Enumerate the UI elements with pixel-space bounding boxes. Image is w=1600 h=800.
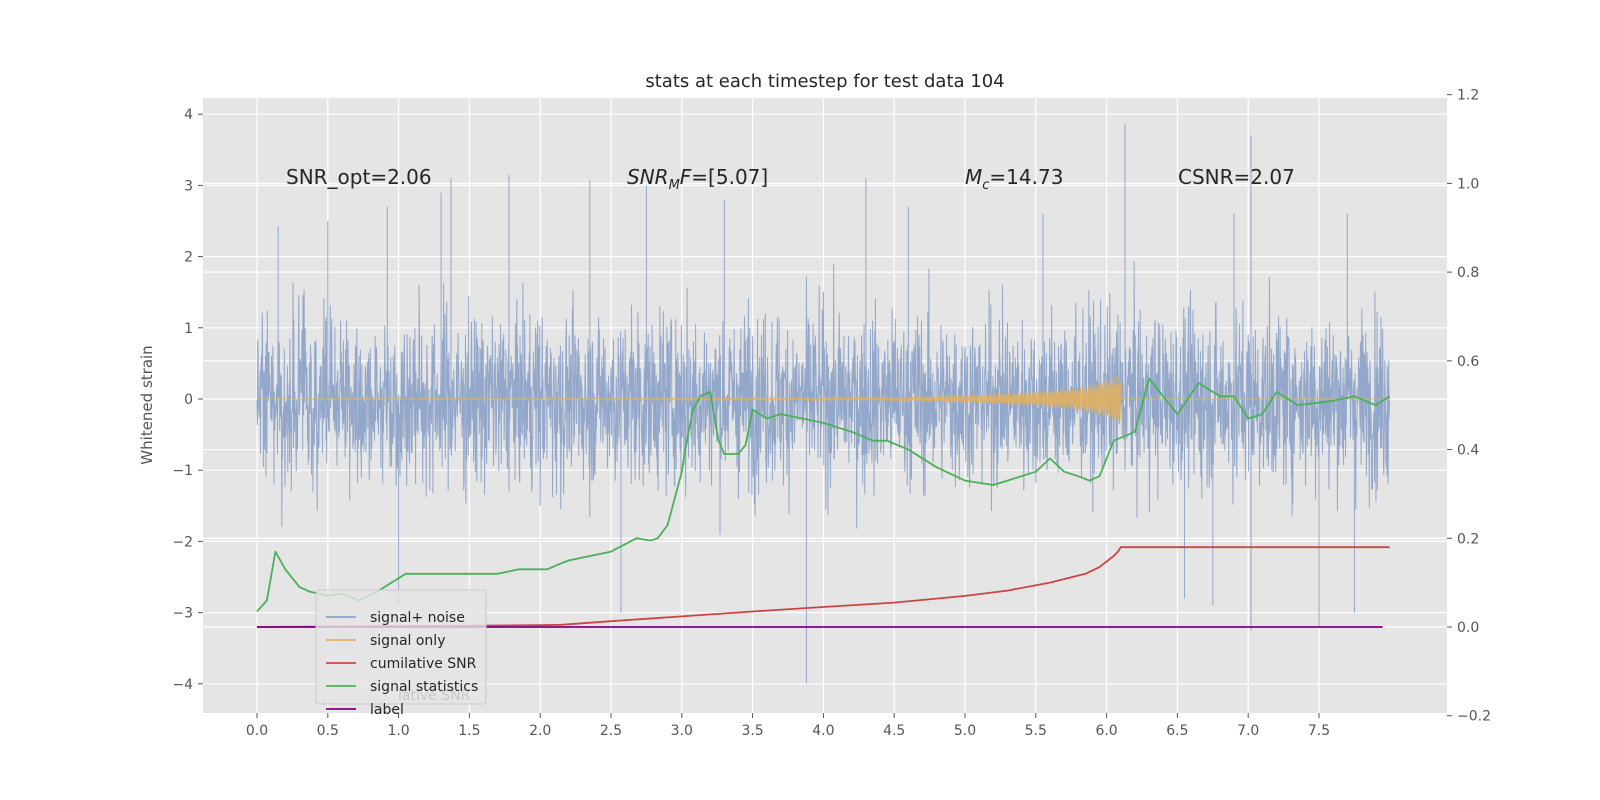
x-tick-label: 5.0: [954, 723, 976, 739]
series-cumulative-snr: [256, 546, 1390, 628]
y-tick-label: −1: [172, 463, 193, 479]
legend-entry-label: signal statistics: [370, 679, 478, 695]
series-signal-noise: [256, 123, 1391, 684]
annotation-mc: Mc=14.73: [965, 165, 1063, 193]
annotation-csnr: CSNR=2.07: [1178, 165, 1295, 189]
series-signal-statistics: [256, 377, 1391, 613]
annotation-snr-opt: SNR_opt=2.06: [286, 165, 432, 189]
y-axis-left: 4 3 2 1 0 −1 −2 −3 −4: [172, 107, 203, 693]
x-tick-label: 3.5: [741, 723, 763, 739]
y2-tick-label: 0.0: [1457, 620, 1479, 636]
x-tick-label: 6.0: [1095, 723, 1117, 739]
y-tick-label: 4: [184, 107, 193, 123]
x-tick-label: 6.5: [1166, 723, 1188, 739]
y-axis-label: Whitened strain: [138, 345, 156, 464]
x-axis: 0.0 0.5 1.0 1.5 2.0 2.5 3.0 3.5 4.0 4.5 5.0 5.5 6.0 6…: [246, 713, 1330, 739]
y-tick-label: 1: [184, 321, 193, 337]
x-tick-label: 2.5: [600, 723, 622, 739]
chart-title: stats at each timestep for test data 104: [645, 71, 1004, 92]
annotation-snr-mf-value: =[5.07]: [691, 165, 768, 189]
legend-entry-label: signal only: [370, 633, 445, 649]
legend-box: [315, 589, 487, 705]
x-tick-label: 1.0: [387, 723, 409, 739]
y-tick-label: −4: [172, 677, 193, 693]
x-tick-label: 1.5: [458, 723, 480, 739]
x-tick-label: 7.5: [1308, 723, 1330, 739]
legend-entry-label: cumilative SNR: [370, 656, 477, 672]
x-tick-label: 3.0: [671, 723, 693, 739]
x-tick-label: 0.0: [246, 723, 268, 739]
annotation-mc-value: =14.73: [989, 165, 1063, 189]
series-signal-only: [256, 374, 1390, 421]
y-axis-right: 1.2 1.0 0.8 0.6 0.4 0.2 0.0 −0.2: [1447, 88, 1491, 725]
y2-tick-label: 0.6: [1457, 354, 1479, 370]
legend: lative SNR signal+ noise signal only cumil…: [315, 589, 487, 718]
y-tick-label: −2: [172, 534, 193, 550]
y2-tick-label: 1.0: [1457, 176, 1479, 192]
x-tick-label: 0.5: [317, 723, 339, 739]
y2-tick-label: 0.2: [1457, 531, 1479, 547]
y2-tick-label: 1.2: [1457, 88, 1479, 104]
annotation-snr-mf: SNRMF=[5.07]: [627, 165, 768, 193]
y-tick-label: 3: [184, 178, 193, 194]
y-tick-label: −3: [172, 606, 193, 622]
x-tick-label: 2.0: [529, 723, 551, 739]
x-tick-label: 4.0: [812, 723, 834, 739]
y2-tick-label: −0.2: [1457, 709, 1491, 725]
y-tick-label: 2: [184, 250, 193, 266]
legend-entry-label: signal+ noise: [370, 610, 465, 626]
x-tick-label: 5.5: [1025, 723, 1047, 739]
y2-tick-label: 0.4: [1457, 443, 1479, 459]
legend-ghost-text: lative SNR: [398, 688, 471, 704]
x-tick-label: 4.5: [883, 723, 905, 739]
legend-entry-label: label: [370, 702, 404, 718]
x-tick-label: 7.0: [1237, 723, 1259, 739]
y2-tick-label: 0.8: [1457, 265, 1479, 281]
y-tick-label: 0: [184, 392, 193, 408]
